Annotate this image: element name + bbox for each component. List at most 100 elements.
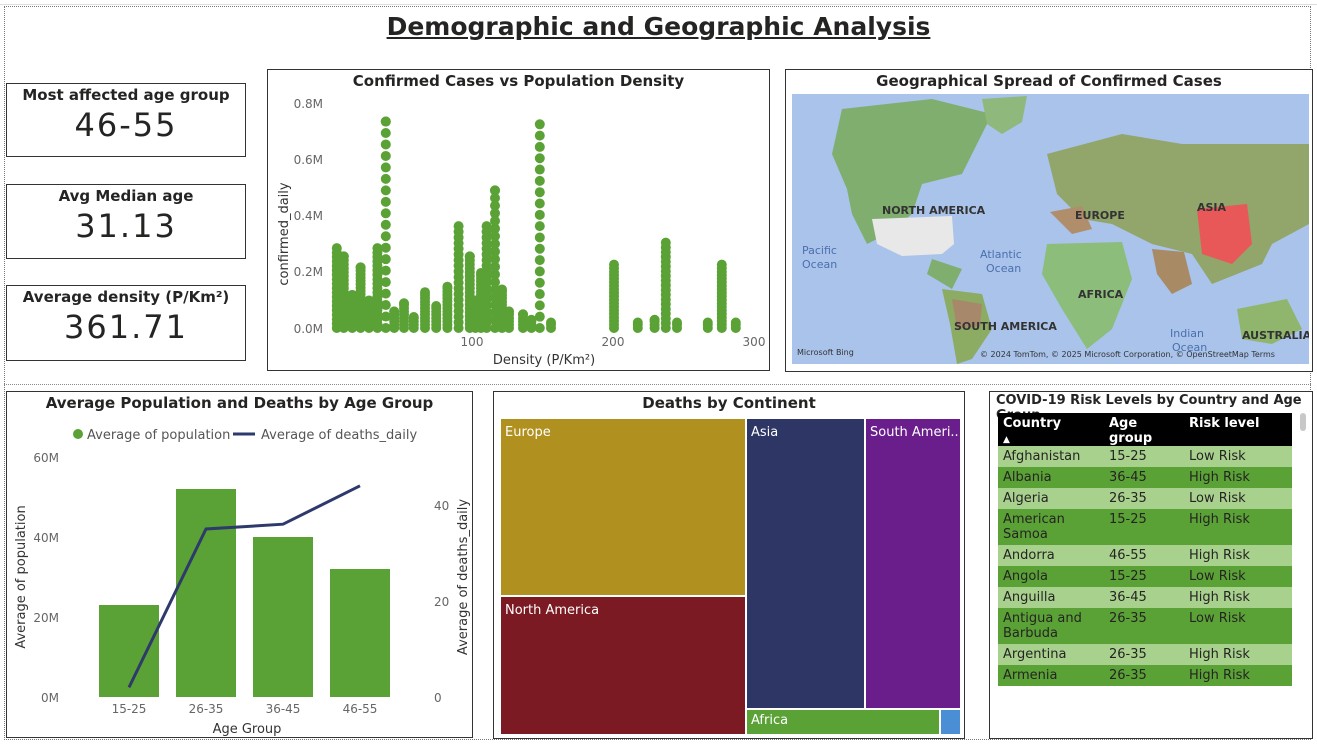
scatter-point[interactable]	[490, 261, 500, 272]
table-row[interactable]: Armenia 26-35 High Risk	[998, 665, 1292, 686]
column-header-age-group[interactable]: Age group	[1109, 416, 1153, 446]
scatter-point[interactable]	[534, 153, 545, 164]
scatter-point[interactable]	[546, 317, 556, 328]
scatter-point[interactable]	[490, 231, 500, 242]
bar-26-35[interactable]	[176, 489, 236, 697]
scatter-point[interactable]	[504, 306, 514, 317]
scatter-point[interactable]	[534, 130, 545, 141]
scatter-point[interactable]	[490, 185, 500, 196]
scatter-point[interactable]	[534, 209, 545, 220]
scatter-point[interactable]	[497, 284, 507, 295]
table-row[interactable]: Afghanistan 15-25 Low Risk	[998, 446, 1292, 467]
table-row[interactable]: Algeria 26-35 Low Risk	[998, 488, 1292, 509]
scatter-point[interactable]	[380, 277, 391, 288]
scatter-point[interactable]	[490, 200, 500, 211]
scatter-point[interactable]	[331, 243, 342, 254]
scatter-point[interactable]	[380, 288, 391, 299]
bar-46-55[interactable]	[330, 569, 390, 697]
table-row[interactable]: Antigua and Barbuda 26-35 Low Risk	[998, 608, 1292, 644]
table-row[interactable]: Angola 15-25 Low Risk	[998, 566, 1292, 587]
scatter-point[interactable]	[399, 298, 409, 309]
scatter-point[interactable]	[534, 119, 545, 130]
scatter-point[interactable]	[672, 317, 682, 328]
scatter-point[interactable]	[534, 221, 545, 232]
scatter-point[interactable]	[490, 277, 500, 288]
scatter-point[interactable]	[380, 150, 391, 161]
scatter-point[interactable]	[632, 317, 643, 328]
treemap-chart[interactable]: Europe North America Asia South Ameri...…	[500, 418, 961, 735]
scatter-point[interactable]	[730, 317, 741, 328]
scatter-point[interactable]	[380, 254, 391, 265]
scatter-point[interactable]	[380, 219, 391, 230]
scatter-point[interactable]	[442, 281, 453, 292]
table-row[interactable]: Albania 36-45 High Risk	[998, 467, 1292, 488]
scatter-point[interactable]	[380, 242, 391, 253]
table-row[interactable]: Anguilla 36-45 High Risk	[998, 587, 1292, 608]
scatter-point[interactable]	[389, 306, 400, 317]
scatter-point[interactable]	[534, 232, 545, 243]
scatter-point[interactable]	[347, 289, 358, 300]
scatter-chart[interactable]: 0.0M 0.2M 0.4M 0.6M 0.8M 100 200 300 Den…	[268, 70, 771, 372]
scatter-point[interactable]	[649, 314, 660, 325]
scatter-point[interactable]	[534, 289, 545, 300]
risk-table[interactable]: Country ▲ Age group Risk level Afghanista…	[998, 413, 1292, 686]
scatter-point[interactable]	[431, 300, 442, 311]
scatter-point[interactable]	[380, 196, 391, 207]
scatter-point[interactable]	[534, 300, 545, 311]
scatter-point[interactable]	[490, 208, 500, 219]
scatter-point[interactable]	[490, 193, 500, 203]
scatter-point[interactable]	[453, 221, 464, 232]
bar-36-45[interactable]	[253, 537, 313, 697]
scatter-point[interactable]	[364, 295, 374, 306]
scatter-point[interactable]	[380, 323, 391, 333]
scatter-point[interactable]	[526, 314, 537, 325]
column-header-risk-level[interactable]: Risk level	[1189, 416, 1260, 431]
scatter-point[interactable]	[490, 223, 500, 234]
scatter-point[interactable]	[355, 262, 366, 273]
scatter-point[interactable]	[380, 265, 391, 276]
scatter-point[interactable]	[490, 269, 500, 280]
kpi-card-age-group[interactable]: Most affected age group 46-55	[6, 83, 246, 157]
treemap-cell-europe[interactable]: Europe	[500, 418, 746, 596]
bar-15-25[interactable]	[99, 605, 159, 697]
scatter-point[interactable]	[534, 255, 545, 266]
treemap-panel[interactable]: Deaths by Continent Europe North America…	[493, 391, 965, 739]
deaths-line[interactable]	[127, 484, 361, 689]
scatter-point[interactable]	[420, 287, 430, 298]
scatter-point[interactable]	[609, 259, 619, 270]
scatter-point[interactable]	[534, 277, 545, 288]
kpi-card-median-age[interactable]: Avg Median age 31.13	[6, 184, 246, 259]
scatter-point[interactable]	[534, 198, 545, 209]
scatter-point[interactable]	[490, 215, 500, 226]
scatter-point[interactable]	[490, 246, 500, 257]
treemap-cell-oceania[interactable]	[940, 709, 961, 735]
scatter-point[interactable]	[380, 231, 391, 242]
map-attribution[interactable]: © 2024 TomTom, © 2025 Microsoft Corporat…	[980, 350, 1275, 359]
treemap-cell-asia[interactable]: Asia	[746, 418, 865, 709]
kpi-card-density[interactable]: Average density (P/Km²) 361.71	[6, 285, 246, 361]
scatter-point[interactable]	[408, 311, 419, 322]
scatter-point[interactable]	[518, 309, 528, 320]
scatter-point[interactable]	[338, 251, 349, 262]
scatter-point[interactable]	[380, 208, 391, 219]
map-panel[interactable]: Geographical Spread of Confirmed Cases N…	[785, 69, 1313, 372]
table-row[interactable]: Argentina 26-35 High Risk	[998, 644, 1292, 665]
combo-chart[interactable]: Average of population Average of deaths_…	[7, 392, 474, 739]
scatter-point[interactable]	[702, 317, 713, 328]
scatter-point[interactable]	[534, 175, 545, 186]
scatter-point[interactable]	[534, 141, 545, 152]
scatter-point[interactable]	[534, 164, 545, 175]
column-header-country[interactable]: Country ▲	[998, 413, 1104, 446]
treemap-cell-south-america[interactable]: South Ameri...	[865, 418, 961, 709]
scatter-point[interactable]	[660, 237, 671, 248]
scatter-point[interactable]	[534, 187, 545, 198]
scatter-point[interactable]	[380, 128, 391, 138]
table-row[interactable]: American Samoa 15-25 High Risk	[998, 509, 1292, 545]
scatter-point[interactable]	[490, 238, 500, 249]
scatter-point[interactable]	[380, 185, 391, 196]
scatter-point[interactable]	[534, 266, 545, 277]
scatter-point[interactable]	[464, 251, 475, 262]
table-scrollbar[interactable]	[1300, 413, 1306, 431]
scatter-point[interactable]	[534, 243, 545, 254]
world-map[interactable]: NORTH AMERICA EUROPE ASIA AFRICA SOUTH A…	[792, 94, 1309, 364]
